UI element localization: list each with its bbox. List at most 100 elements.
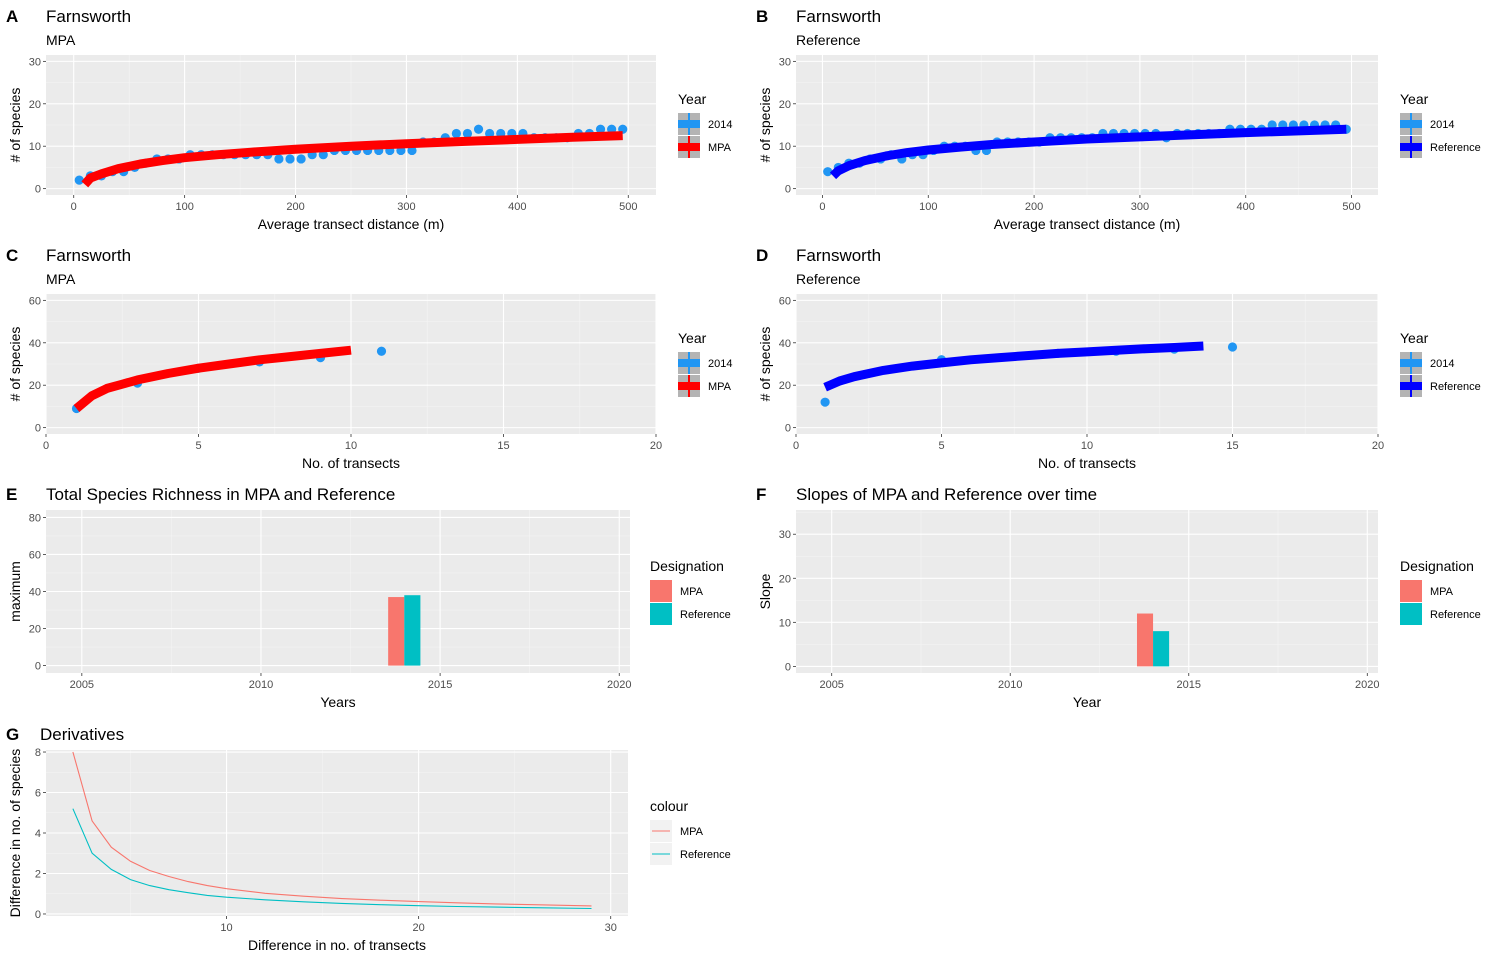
x-tick-label-d: 15 <box>1226 440 1238 452</box>
data-point-a <box>274 154 284 164</box>
panel-tag-g: G <box>6 725 19 744</box>
y-tick-label-a: 10 <box>29 141 41 153</box>
x-tick-label-a: 100 <box>175 201 193 213</box>
y-tick-label-g: 2 <box>35 868 41 880</box>
panel-tag-b: B <box>756 7 768 26</box>
legend-title-a: Year <box>678 91 707 107</box>
legend-label-reference-g: Reference <box>680 849 731 861</box>
x-axis-label-f: Year <box>1073 694 1102 710</box>
data-point-a <box>451 128 461 139</box>
panel-subtitle-c: MPA <box>46 271 76 287</box>
legend-title-d: Year <box>1400 330 1429 346</box>
x-axis-label-g: Difference in no. of transects <box>248 937 426 953</box>
y-tick-label-c: 40 <box>29 338 41 350</box>
y-tick-label-d: 60 <box>779 295 791 307</box>
x-tick-label-c: 0 <box>43 440 49 452</box>
panel-title-f: Slopes of MPA and Reference over time <box>796 485 1097 504</box>
panel-title-c: Farnsworth <box>46 246 131 265</box>
panel-title-b: Farnsworth <box>796 7 881 26</box>
x-tick-label-c: 20 <box>650 440 662 452</box>
x-tick-label-g: 10 <box>220 922 232 934</box>
x-tick-label-b: 400 <box>1237 201 1255 213</box>
panel-subtitle-a: MPA <box>46 32 76 48</box>
legend-label-2014-a: 2014 <box>708 119 732 131</box>
panel-title-d: Farnsworth <box>796 246 881 265</box>
y-tick-label-e: 20 <box>29 624 41 636</box>
y-tick-label-g: 8 <box>35 747 41 759</box>
legend-title-e: Designation <box>650 558 724 574</box>
panel-title-e: Total Species Richness in MPA and Refere… <box>46 485 395 504</box>
x-tick-label-e: 2020 <box>607 679 631 691</box>
y-tick-label-a: 0 <box>35 184 41 196</box>
legend-key-mpa-f <box>1400 580 1422 602</box>
bar-mpa-e <box>388 597 405 666</box>
legend-key-mpa-c <box>678 375 700 397</box>
rarefaction-curve-mpa-a <box>81 131 623 188</box>
legend-key-mpa-a <box>678 136 700 158</box>
x-axis-label-e: Years <box>320 694 355 710</box>
legend-f: Designation MPA Reference <box>1400 558 1481 625</box>
x-tick-label-f: 2020 <box>1355 679 1379 691</box>
x-axis-label-c: No. of transects <box>302 455 400 471</box>
legend-title-g: colour <box>650 798 688 814</box>
x-tick-label-d: 5 <box>938 440 944 452</box>
panel-tag-e: E <box>6 485 17 504</box>
x-tick-label-f: 2010 <box>998 679 1022 691</box>
y-tick-label-b: 20 <box>779 99 791 111</box>
panel-tag-c: C <box>6 246 18 265</box>
panel-a: A Farnsworth MPA 0 100 200 300 400 500 0 10 20 30 Ave… <box>6 7 732 232</box>
y-tick-label-e: 0 <box>35 661 41 673</box>
x-tick-label-b: 200 <box>1025 201 1043 213</box>
y-tick-label-d: 0 <box>785 423 791 435</box>
series-line-reference-g <box>72 808 592 910</box>
y-tick-label-f: 20 <box>779 573 791 585</box>
x-axis-label-d: No. of transects <box>1038 455 1136 471</box>
y-tick-label-a: 30 <box>29 56 41 68</box>
data-point-b <box>823 167 833 177</box>
y-axis-label-b: # of species <box>757 88 773 163</box>
bar-reference-e <box>404 595 421 666</box>
legend-key-swatch-f <box>1400 580 1422 602</box>
legend-g: colour MPA Reference <box>650 798 731 865</box>
legend-key-reference-f <box>1400 603 1422 625</box>
panel-e: E Total Species Richness in MPA and Refer… <box>6 485 731 710</box>
data-point-a <box>407 145 417 156</box>
y-tick-label-d: 20 <box>779 380 791 392</box>
y-axis-label-f: Slope <box>757 573 773 609</box>
legend-e: Designation MPA Reference <box>650 558 731 625</box>
legend-label-reference-b: Reference <box>1430 142 1481 154</box>
y-tick-label-c: 60 <box>29 295 41 307</box>
legend-key-2014-a <box>678 113 700 135</box>
x-tick-label-b: 0 <box>819 201 825 213</box>
y-tick-label-f: 10 <box>779 617 791 629</box>
x-tick-label-b: 300 <box>1131 201 1149 213</box>
legend-label-mpa-e: MPA <box>680 586 704 598</box>
y-tick-label-g: 0 <box>35 909 41 921</box>
rarefaction-curve-reference-b <box>829 124 1347 180</box>
legend-label-mpa-f: MPA <box>1430 586 1454 598</box>
bar-reference-f <box>1153 631 1170 667</box>
x-tick-label-a: 500 <box>619 201 637 213</box>
x-tick-label-a: 300 <box>397 201 415 213</box>
data-point-a <box>318 150 328 160</box>
panel-tag-d: D <box>756 246 768 265</box>
x-axis-label-a: Average transect distance (m) <box>258 216 445 232</box>
panel-g: G Derivatives 10 20 30 0 2 4 6 8 Difference in no.… <box>6 725 731 953</box>
legend-label-2014-d: 2014 <box>1430 358 1454 370</box>
x-tick-label-a: 400 <box>508 201 526 213</box>
y-tick-label-g: 6 <box>35 788 41 800</box>
x-tick-label-c: 15 <box>497 440 509 452</box>
x-tick-label-b: 500 <box>1342 201 1360 213</box>
x-tick-label-a: 200 <box>286 201 304 213</box>
y-axis-label-g: Difference in no. of species <box>7 749 23 918</box>
legend-label-mpa-a: MPA <box>708 142 732 154</box>
legend-key-swatch-e <box>650 603 672 625</box>
y-tick-label-e: 40 <box>29 587 41 599</box>
legend-title-f: Designation <box>1400 558 1474 574</box>
y-axis-label-c: # of species <box>7 327 23 402</box>
series-line-mpa-g <box>72 751 592 907</box>
legend-key-2014-c <box>678 352 700 374</box>
panel-d: D Farnsworth Reference 0 5 10 15 20 0 20 40 60 No. o… <box>756 246 1481 471</box>
